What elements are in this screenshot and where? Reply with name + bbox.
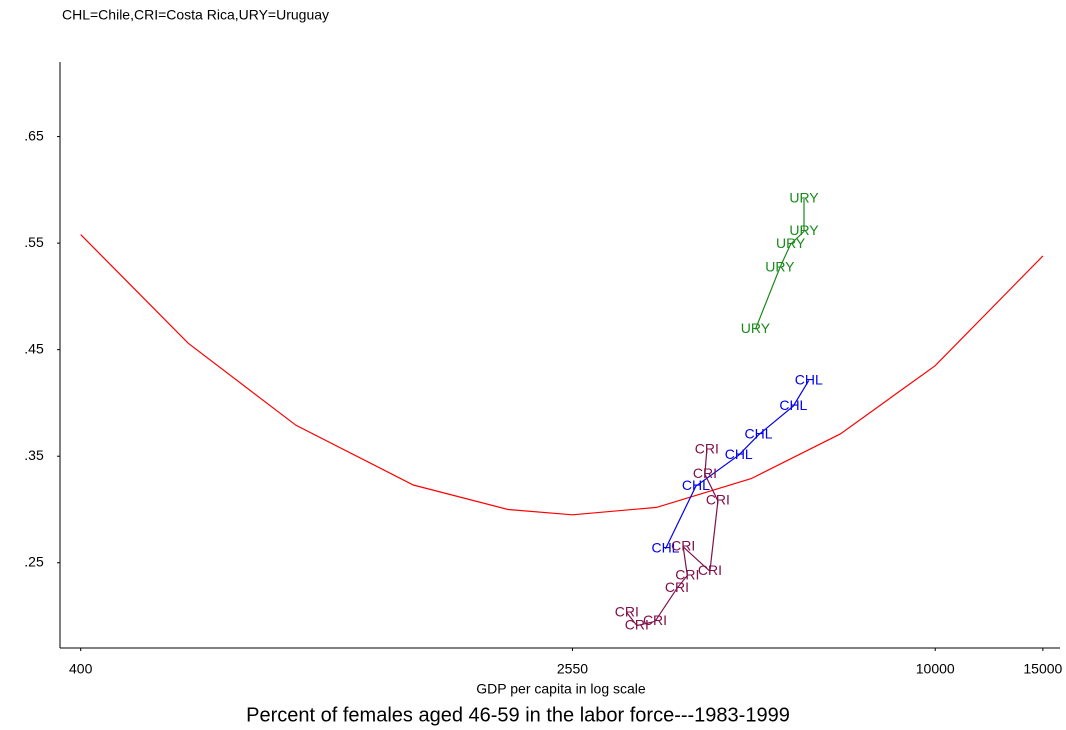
x-tick-label: 10000 <box>916 661 955 677</box>
y-tick-label: .55 <box>24 234 44 250</box>
point-label: URY <box>776 235 806 251</box>
point-label: CRI <box>615 604 639 620</box>
point-label: CHL <box>682 477 710 493</box>
point-label: CRI <box>665 579 689 595</box>
fit-curve <box>80 234 1044 516</box>
legend-note: CHL=Chile,CRI=Costa Rica,URY=Uruguay <box>62 7 329 23</box>
point-label: CRI <box>675 566 699 582</box>
x-axis-label: GDP per capita in log scale <box>476 681 646 697</box>
y-tick-label: .35 <box>24 447 44 463</box>
caption: Percent of females aged 46-59 in the lab… <box>246 704 790 726</box>
x-tick-label: 2550 <box>557 661 588 677</box>
x-tick-label: 400 <box>69 661 93 677</box>
point-label: CRI <box>643 612 667 628</box>
point-label: URY <box>765 258 795 274</box>
point-label: CHL <box>725 446 753 462</box>
point-label: CHL <box>779 397 807 413</box>
point-label: CHL <box>795 371 823 387</box>
y-tick-label: .65 <box>24 127 44 143</box>
point-label: CRI <box>625 616 649 632</box>
point-label: CRI <box>706 492 730 508</box>
y-tick-label: .45 <box>24 340 44 356</box>
point-label: CHL <box>651 540 679 556</box>
point-label: URY <box>741 320 771 336</box>
point-label: URY <box>789 190 819 206</box>
series-line <box>664 380 810 550</box>
point-label: CRI <box>671 537 695 553</box>
series-line <box>754 198 805 330</box>
point-label: CRI <box>693 465 717 481</box>
point-label: CRI <box>695 441 719 457</box>
y-tick-label: .25 <box>24 553 44 569</box>
point-label: CHL <box>745 426 773 442</box>
series-line <box>626 449 719 627</box>
point-label: CRI <box>698 562 722 578</box>
point-label: URY <box>789 222 819 238</box>
x-tick-label: 15000 <box>1023 661 1062 677</box>
